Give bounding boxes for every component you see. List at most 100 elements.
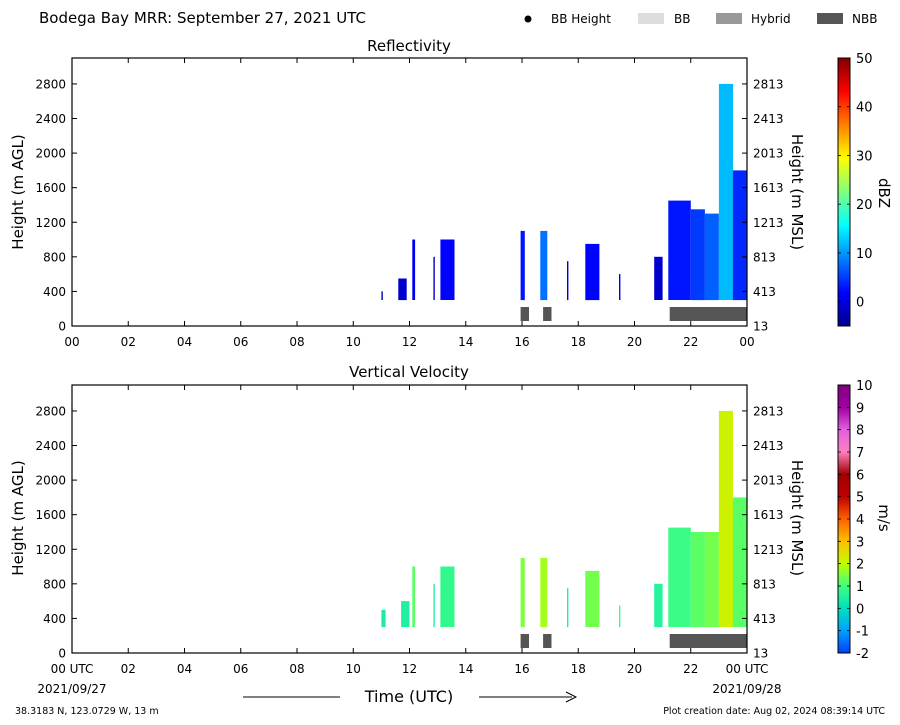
echo-column [619,274,621,300]
x-tick-label: 20 [627,335,642,349]
x-tick-label: 22 [683,335,698,349]
x-tick-label: 02 [121,335,136,349]
reflectivity-bright-band-strip [520,307,747,321]
colorbar-tick-label: 2 [856,558,864,573]
y-tick-label-left: 2400 [35,112,66,126]
y-tick-label-left: 2000 [35,147,66,161]
y-tick-label-left: 1600 [35,508,66,522]
x-tick-label: 00 UTC [51,662,94,676]
bright-band-segment-nbb [543,634,552,648]
y-tick-label-right: 2013 [753,147,784,161]
echo-column [433,256,435,300]
x-tick-label: 06 [233,335,248,349]
velocity-axes: 0 13 400 413 800 813 1200 1213 1600 1613 2000 2013 2… [35,385,784,676]
y-tick-label-left: 0 [58,320,66,334]
bright-band-segment-nbb [543,307,552,321]
echo-column [585,243,600,301]
x-tick-label: 12 [402,662,417,676]
y-tick-label-left: 1200 [35,216,66,230]
legend-marker-bb [638,13,664,24]
echo-column [381,291,383,300]
echo-column [704,213,719,301]
echo-column [690,532,705,628]
colorbar-tick-label: 50 [856,52,873,67]
velocity-echo-columns [381,410,747,628]
footer-location: 38.3183 N, 123.0729 W, 13 m [15,706,159,717]
y-tick-label-right: 13 [753,647,768,661]
legend-marker-bb-height [524,15,532,23]
colorbar-tick-label: -2 [856,647,869,662]
reflectivity-panel: Reflectivity Height (m AGL) Height (m MS… [9,37,893,349]
echo-column [540,557,548,628]
y-tick-label-right: 813 [753,250,776,264]
x-tick-label: 14 [458,335,473,349]
y-tick-label-right: 1213 [753,543,784,557]
x-tick-label: 10 [346,662,361,676]
bright-band-segment-nbb [669,307,747,321]
reflectivity-ylabel-left: Height (m AGL) [9,134,27,249]
date-label-end: 2021/09/28 [712,682,781,696]
x-tick-label: 00 [739,335,754,349]
x-tick-label: 20 [627,662,642,676]
y-tick-label-right: 413 [753,285,776,299]
y-tick-label-left: 2800 [35,404,66,418]
colorbar-tick-label: 0 [856,296,864,311]
x-tick-label: 16 [514,662,529,676]
colorbar-tick-label: 10 [856,247,873,262]
velocity-xlabel: Time (UTC) [364,687,453,706]
velocity-ylabel-right: Height (m MSL) [788,460,806,576]
reflectivity-plot-frame [71,57,748,327]
legend-label-hybrid: Hybrid [751,12,791,26]
echo-column [401,601,410,627]
y-tick-label-right: 2813 [753,77,784,91]
bright-band-segment-nbb [669,634,747,648]
echo-column [732,497,747,628]
legend-marker-hybrid [716,13,742,24]
reflectivity-title: Reflectivity [367,37,451,55]
y-tick-label-left: 2000 [35,474,66,488]
colorbar-tick-label: 5 [856,491,864,506]
x-tick-label: 02 [121,662,136,676]
x-tick-label: 00 UTC [726,662,769,676]
echo-column [690,209,705,301]
echo-column [381,609,386,628]
x-tick-label: 00 [64,335,79,349]
velocity-colorbar-label: m/s [875,504,893,532]
y-tick-label-right: 2813 [753,404,784,418]
x-tick-label: 18 [571,335,586,349]
echo-column [433,583,435,627]
y-tick-label-left: 2800 [35,77,66,91]
velocity-panel: Vertical Velocity Height (m AGL) Height … [9,363,893,706]
colorbar-tick-label: 7 [856,446,864,461]
colorbar-tick-label: 30 [856,149,873,164]
header-legend: BB Height BB Hybrid NBB [524,12,877,26]
legend-marker-nbb [817,13,843,24]
xlabel-arrow-icon [565,691,578,703]
echo-column [567,588,569,628]
reflectivity-echo-columns [381,83,747,301]
colorbar-tick-label: 0 [856,602,864,617]
reflectivity-colorbar: 0 10 20 30 40 50 [837,52,873,327]
y-tick-label-right: 413 [753,612,776,626]
echo-column [704,532,719,628]
echo-column [668,200,691,300]
echo-column [732,170,747,301]
y-tick-label-right: 2413 [753,112,784,126]
date-label-start: 2021/09/27 [37,682,106,696]
y-tick-label-left: 800 [43,250,66,264]
echo-column [567,261,569,301]
colorbar-tick-label: 3 [856,535,864,550]
echo-column [619,605,621,628]
colorbar-tick-label: 40 [856,101,873,116]
x-tick-label: 08 [289,335,304,349]
colorbar-tick-label: 1 [856,580,864,595]
colorbar-tick-label: 20 [856,198,873,213]
y-tick-label-right: 2013 [753,474,784,488]
velocity-colorbar: -2 -1 0 1 2 3 4 5 6 7 8 9 10 [837,379,873,662]
echo-column [440,239,455,300]
echo-column [398,278,407,301]
echo-column [520,557,525,628]
footer-creation-date: Plot creation date: Aug 02, 2024 08:39:1… [663,706,885,717]
velocity-title: Vertical Velocity [349,363,469,381]
